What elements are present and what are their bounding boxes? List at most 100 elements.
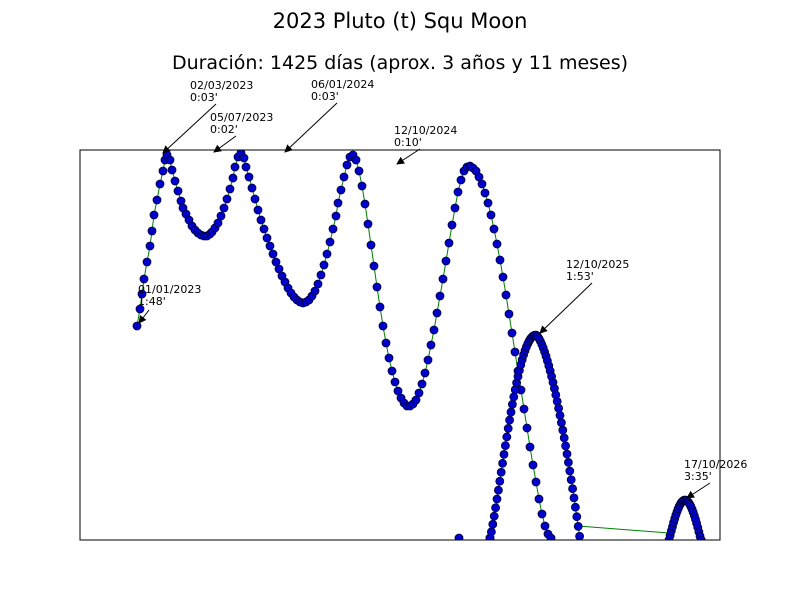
series-main-point-10 — [158, 166, 168, 176]
series-main-point-111 — [453, 187, 463, 197]
series-main-point-101 — [423, 355, 433, 365]
series-second-point-7 — [495, 476, 505, 486]
series-main-point-110 — [450, 203, 460, 213]
series-main-point-140 — [540, 521, 550, 531]
annotation-arrow-4 — [396, 148, 421, 165]
annotation-arrow-2 — [213, 135, 237, 153]
series-second-point-62 — [572, 512, 582, 522]
annotation-time-2: 0:02' — [210, 123, 238, 136]
annotation-date-2: 05/07/2023 — [210, 111, 273, 124]
annotation-date-6: 17/10/2026 — [684, 458, 747, 471]
series-main-point-8 — [152, 195, 162, 205]
annotation-arrow-3 — [284, 102, 338, 153]
series-second-point-57 — [565, 466, 575, 476]
series-main-point-45 — [256, 215, 266, 225]
series-second-point-15 — [506, 407, 516, 417]
annotation-time-6: 3:35' — [684, 470, 712, 483]
series-main-point-66 — [319, 260, 329, 270]
series-main-point-72 — [336, 185, 346, 195]
series-main-point-137 — [531, 477, 541, 487]
series-main-point-67 — [322, 249, 332, 259]
series-second-point-64 — [575, 531, 584, 540]
series-main-point-100 — [420, 368, 430, 378]
series-main-point-79 — [357, 181, 367, 191]
series-main-point-86 — [378, 321, 388, 331]
series-main-point-105 — [435, 291, 445, 301]
series-main-point-16 — [173, 186, 183, 196]
series-main-point-73 — [339, 172, 349, 182]
series-main-point-88 — [384, 353, 394, 363]
series-main-point-34 — [225, 184, 235, 194]
series-main-point-32 — [219, 203, 229, 213]
series-second-point-59 — [568, 484, 577, 494]
series-second-point-6 — [493, 485, 503, 495]
series-main-point-84 — [372, 282, 382, 292]
series-second-point-50 — [555, 410, 565, 420]
series-main-point-126 — [498, 272, 508, 282]
annotation-date-5: 12/10/2025 — [566, 258, 629, 271]
series-second-point-11 — [500, 441, 510, 451]
series-main-point-64 — [313, 279, 323, 289]
series-main-point-106 — [438, 274, 448, 284]
series-main-point-70 — [331, 211, 341, 221]
series-main-point-83 — [369, 261, 379, 271]
series-main-point-78 — [354, 166, 364, 176]
series-main-point-5 — [145, 241, 155, 251]
series-main-point-128 — [504, 309, 514, 319]
series-second-point-13 — [503, 424, 513, 433]
series-main-point-130 — [510, 347, 520, 357]
series-main-point-65 — [316, 270, 326, 280]
series-main-point-49 — [268, 249, 278, 259]
series-main-point-135 — [525, 442, 535, 452]
series-second-point-56 — [564, 458, 573, 467]
series-main-point-102 — [426, 340, 436, 350]
series-main-point-40 — [241, 162, 251, 172]
series-main-point-68 — [325, 237, 335, 247]
series-main-point-36 — [230, 162, 240, 172]
series-second-point-51 — [557, 418, 566, 428]
series-main-point-39 — [239, 153, 249, 163]
annotation-date-0: 01/01/2023 — [138, 283, 201, 296]
series-main-point-7 — [149, 210, 159, 220]
annotation-arrow-0 — [138, 309, 150, 324]
plot-area — [132, 150, 706, 540]
series-main-point-124 — [492, 239, 502, 249]
series-second-point-3 — [489, 511, 499, 521]
annotation-time-1: 0:03' — [190, 91, 218, 104]
series-main-point-74 — [342, 160, 352, 170]
series-second-point-54 — [561, 441, 570, 451]
series-main-point-33 — [222, 194, 232, 204]
annotation-date-4: 12/10/2024 — [394, 124, 457, 137]
series-second-point-53 — [559, 433, 569, 443]
series-line-link — [577, 525, 670, 534]
series-main-point-142 — [546, 533, 556, 540]
series-main-point-44 — [253, 205, 263, 215]
series-main-point-129 — [507, 328, 517, 338]
annotation-arrow-1 — [162, 103, 217, 154]
chart-title: 2023 Pluto (t) Squ Moon — [273, 9, 528, 33]
series-main-point-13 — [165, 155, 175, 165]
series-main-point-109 — [447, 220, 457, 230]
series-second-point-8 — [496, 467, 506, 477]
series-main-point-136 — [528, 460, 538, 470]
series-main-point-35 — [228, 173, 238, 183]
series-main-point-48 — [265, 241, 275, 251]
series-main-point-46 — [259, 224, 269, 234]
series-main-point-112 — [456, 175, 466, 185]
series-main-point-87 — [381, 338, 391, 348]
series-main-point-43 — [250, 194, 260, 204]
series-line-main — [136, 152, 552, 539]
series-main-point-122 — [486, 210, 496, 220]
series-main-point-47 — [262, 233, 272, 243]
series-second-point-2 — [488, 519, 498, 529]
series-main-point-90 — [390, 377, 400, 387]
series-main-point-71 — [333, 198, 343, 208]
series-bottom-point-0 — [454, 533, 464, 540]
series-second-point-61 — [571, 502, 580, 512]
series-second-point-55 — [562, 449, 572, 459]
